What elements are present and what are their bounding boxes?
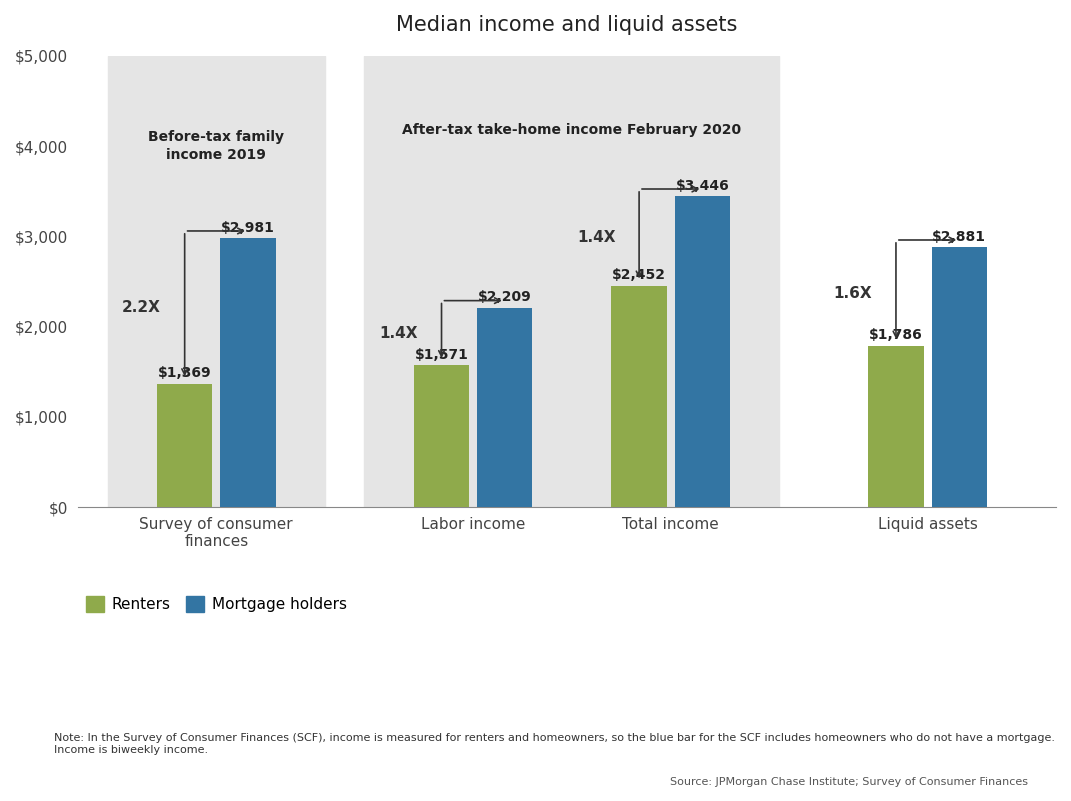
Bar (932, 248, 986, 507)
Bar (107, 56, 325, 507)
Text: $2,881: $2,881 (932, 230, 986, 244)
Text: 2.2X: 2.2X (122, 300, 161, 315)
Text: 1.6X: 1.6X (833, 285, 872, 300)
Text: $1,786: $1,786 (869, 328, 923, 342)
Bar (675, 196, 730, 507)
Text: $1,369: $1,369 (157, 366, 211, 380)
Bar (413, 365, 469, 507)
Text: $2,209: $2,209 (478, 290, 531, 304)
Title: Median income and liquid assets: Median income and liquid assets (396, 15, 738, 35)
Legend: Renters, Mortgage holders: Renters, Mortgage holders (86, 596, 347, 612)
Text: Note: In the Survey of Consumer Finances (SCF), income is measured for renters a: Note: In the Survey of Consumer Finances… (54, 733, 1055, 755)
Text: Source: JPMorgan Chase Institute; Survey of Consumer Finances: Source: JPMorgan Chase Institute; Survey… (670, 777, 1028, 787)
Bar (612, 286, 667, 507)
Text: After-tax take-home income February 2020: After-tax take-home income February 2020 (403, 123, 741, 137)
Bar (157, 384, 212, 507)
Text: 1.4X: 1.4X (577, 230, 616, 245)
Text: $2,452: $2,452 (613, 268, 666, 282)
Bar (869, 346, 923, 507)
Text: 1.4X: 1.4X (379, 325, 418, 340)
Bar (364, 56, 780, 507)
Text: $3,446: $3,446 (676, 179, 729, 192)
Bar (477, 308, 532, 507)
Text: $2,981: $2,981 (221, 220, 275, 235)
Text: Before-tax family
income 2019: Before-tax family income 2019 (148, 130, 284, 163)
Bar (221, 238, 275, 507)
Text: $1,571: $1,571 (414, 348, 468, 362)
